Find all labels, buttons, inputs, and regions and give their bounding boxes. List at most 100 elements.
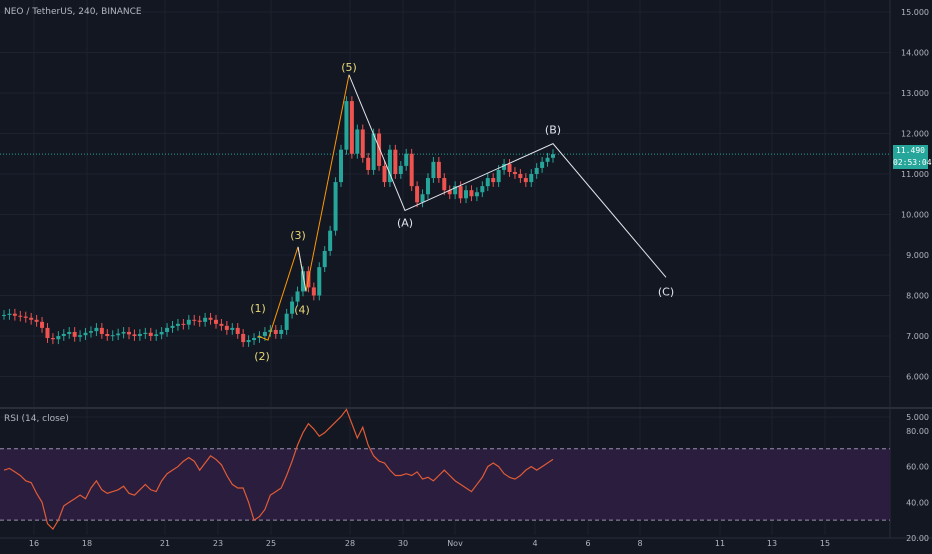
grid-layer <box>0 0 932 539</box>
wave-label: (4) <box>294 304 310 317</box>
candle-body <box>99 327 104 334</box>
time-tick-label: 6 <box>585 539 590 548</box>
wave-label: (C) <box>658 285 674 298</box>
label-layer: (1) (2) (3) (4) (5) (A) (B) (C) <box>250 61 674 363</box>
candle-body <box>436 161 441 179</box>
candle-body <box>143 332 148 334</box>
candle-body <box>40 321 45 328</box>
candle-body <box>94 327 99 332</box>
candle-body <box>197 320 202 322</box>
candle-body <box>45 327 50 339</box>
candle-body <box>110 335 115 337</box>
symbol-legend: NEO / TetherUS, 240, BINANCE <box>4 7 142 17</box>
candle-body <box>34 319 39 322</box>
candle-body <box>116 333 121 336</box>
price-tick-label: 9.000 <box>906 251 929 260</box>
candle-body <box>61 333 66 336</box>
rsi-legend: RSI (14, close) <box>4 414 69 424</box>
candle-body <box>458 186 463 199</box>
price-tick-label: 6.000 <box>906 373 929 382</box>
candle-body <box>360 129 365 158</box>
candle-body <box>295 291 300 302</box>
price-tick-label: 14.000 <box>901 49 929 58</box>
candle-body <box>219 323 224 326</box>
rsi-tick-label: 20.00 <box>906 534 929 543</box>
candle-body <box>339 149 344 183</box>
candle-body <box>502 163 507 170</box>
candle-body <box>333 182 338 231</box>
candle-body <box>366 157 371 170</box>
candle-body <box>480 186 485 193</box>
candle-body <box>382 165 387 183</box>
candle-body <box>518 174 523 179</box>
candle-body <box>328 230 333 251</box>
wave-label: (5) <box>341 61 357 74</box>
wave-label: (2) <box>254 350 270 363</box>
candle-body <box>442 178 447 191</box>
candle-body <box>23 316 28 318</box>
candle-body <box>127 331 132 335</box>
candle-body <box>12 313 17 316</box>
candle-body <box>252 338 257 341</box>
candle-body <box>545 157 550 162</box>
candle-body <box>268 329 273 332</box>
price-tick-label: 8.000 <box>906 292 929 301</box>
candle-body <box>496 169 501 183</box>
candle-layer <box>2 96 555 347</box>
candle-body <box>523 178 528 183</box>
rsi-tick-label: 60.00 <box>906 463 929 472</box>
time-tick-label: 11 <box>715 539 725 548</box>
candle-body <box>279 329 284 334</box>
candle-body <box>453 186 458 195</box>
countdown-tag: 02:53:04 <box>893 157 932 169</box>
time-tick-label: 4 <box>532 539 537 548</box>
candle-body <box>534 167 539 174</box>
rsi-band-layer <box>0 448 890 521</box>
candle-body <box>88 331 93 333</box>
candle-body <box>474 192 479 197</box>
price-tick-label: 7.000 <box>906 332 929 341</box>
price-tick-label: 5.000 <box>906 413 929 422</box>
candle-body <box>551 154 555 158</box>
time-tick-label: 23 <box>213 539 223 548</box>
price-tick-label: 10.000 <box>901 211 929 220</box>
rsi-tick-label: 80.00 <box>906 427 929 436</box>
candle-body <box>186 319 191 325</box>
candle-body <box>230 327 235 330</box>
candle-body <box>300 271 305 292</box>
time-tick-label: 13 <box>767 539 777 548</box>
corrective-wave-line <box>348 74 667 278</box>
candle-body <box>121 331 126 334</box>
candle-body <box>7 313 12 315</box>
candle-body <box>485 178 490 187</box>
candle-body <box>154 334 159 336</box>
candle-body <box>377 133 382 166</box>
candle-body <box>148 332 153 336</box>
candle-body <box>72 331 77 337</box>
time-tick-label: 15 <box>820 539 830 548</box>
rsi-tick-label: 40.00 <box>906 498 929 507</box>
candle-body <box>273 329 278 334</box>
time-tick-label: Nov <box>447 539 463 548</box>
candle-body <box>241 333 246 343</box>
candle-body <box>317 267 322 296</box>
candle-body <box>284 313 289 330</box>
candle-body <box>235 327 240 334</box>
candle-body <box>132 334 137 336</box>
candle-body <box>181 323 186 325</box>
candle-body <box>192 319 197 321</box>
candle-body <box>290 301 295 314</box>
time-tick-label: 30 <box>398 539 408 548</box>
candle-body <box>425 178 430 195</box>
candle-body <box>83 332 88 336</box>
time-tick-label: 8 <box>637 539 642 548</box>
candle-body <box>512 171 517 174</box>
candle-body <box>415 186 420 203</box>
candle-body <box>447 190 452 195</box>
price-tick-label: 12.000 <box>901 130 929 139</box>
candle-body <box>18 315 23 317</box>
wave-segment <box>297 246 307 292</box>
wave-layer <box>257 74 667 341</box>
